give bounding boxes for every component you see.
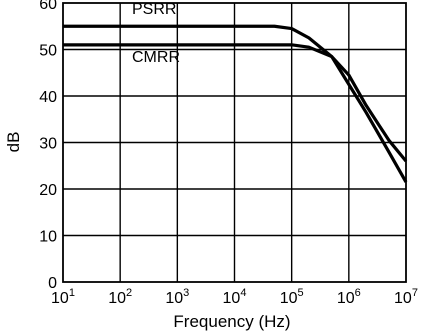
y-tick-label: 0 bbox=[48, 275, 57, 292]
series-label-cmrr: CMRR bbox=[132, 49, 180, 66]
series-label-psrr: PSRR bbox=[132, 1, 176, 18]
y-tick-label: 20 bbox=[39, 182, 57, 199]
x-tick-label: 103 bbox=[165, 287, 189, 307]
y-axis-title: dB bbox=[4, 132, 23, 153]
x-axis-ticks: 101 102 103 104 105 106 107 bbox=[51, 287, 418, 307]
x-axis-title: Frequency (Hz) bbox=[173, 312, 290, 331]
y-tick-label: 60 bbox=[39, 0, 57, 13]
grid bbox=[63, 3, 406, 282]
x-tick-label: 107 bbox=[394, 287, 418, 307]
x-tick-label: 101 bbox=[51, 287, 75, 307]
series-line-psrr bbox=[63, 24, 408, 163]
x-tick-label: 102 bbox=[108, 287, 132, 307]
y-axis-ticks: 0 10 20 30 40 50 60 bbox=[39, 0, 57, 292]
series-lines bbox=[63, 24, 408, 183]
plot-frame bbox=[62, 2, 407, 283]
y-tick-label: 50 bbox=[39, 43, 57, 60]
x-tick-label: 105 bbox=[280, 287, 304, 307]
y-tick-label: 40 bbox=[39, 89, 57, 106]
series-line-cmrr bbox=[63, 43, 408, 183]
y-tick-label: 30 bbox=[39, 136, 57, 153]
x-tick-label: 106 bbox=[337, 287, 361, 307]
x-tick-label: 104 bbox=[223, 287, 247, 307]
plot-border bbox=[62, 2, 407, 283]
y-tick-label: 10 bbox=[39, 229, 57, 246]
